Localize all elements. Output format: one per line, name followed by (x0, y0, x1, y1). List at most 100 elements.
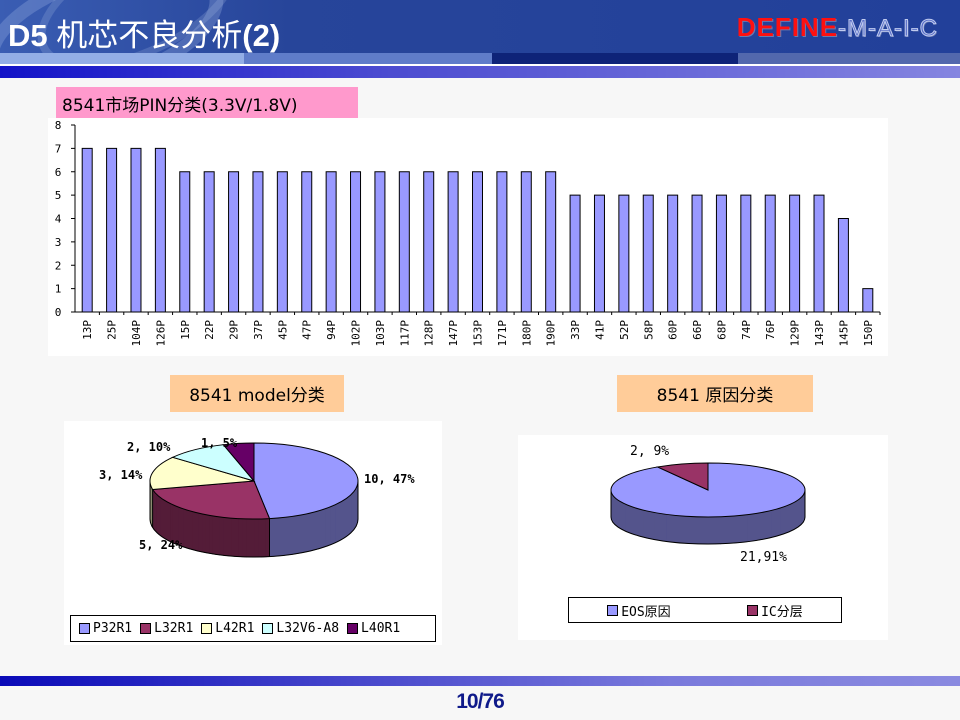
bar (179, 171, 191, 313)
bar (423, 171, 435, 313)
pie-slice (149, 456, 255, 490)
y-tick-label: 3 (55, 236, 62, 249)
x-tick-label: 126P (154, 320, 167, 347)
x-tick-label: 76P (764, 320, 777, 340)
title-suffix: (2) (242, 18, 281, 53)
pie-data-label: 3, 14% (99, 468, 143, 482)
bar (398, 171, 410, 313)
bar (81, 147, 93, 313)
x-tick-label: 60P (667, 320, 680, 340)
y-tick-label: 5 (55, 189, 62, 202)
x-tick-label: 147P (447, 320, 460, 347)
x-tick-label: 74P (740, 320, 753, 340)
legend-item: L32V6-A8 (262, 621, 339, 636)
y-tick-label: 4 (55, 213, 62, 226)
page-number: 10/76 (456, 690, 505, 713)
legend-item: L42R1 (201, 621, 254, 636)
y-tick-label: 2 (55, 259, 62, 272)
bar (789, 194, 801, 313)
x-tick-label: 128P (423, 320, 436, 347)
header-gradient-bar (0, 66, 960, 78)
x-tick-label: 102P (350, 320, 363, 347)
bar (618, 194, 630, 313)
bar (374, 171, 386, 313)
header-stripe-segment (0, 53, 244, 64)
pie-data-label: 10, 47% (364, 472, 415, 486)
slide-header: D5 机芯不良分析(2) DEFINE-M-A-I-C (0, 0, 960, 53)
x-tick-label: 171P (496, 320, 509, 347)
legend-swatch-icon (347, 623, 359, 634)
pie-data-label: 2, 9% (630, 444, 669, 459)
legend-swatch-icon (79, 623, 90, 634)
bar (106, 147, 118, 313)
x-tick-label: 33P (569, 320, 582, 340)
legend-item: IC分层 (747, 601, 803, 620)
legend-item: P32R1 (79, 621, 132, 636)
footer-gradient-bar (0, 676, 960, 686)
slide-title: D5 机芯不良分析(2) (8, 10, 280, 53)
x-tick-label: 13P (81, 320, 94, 340)
legend-label: IC分层 (761, 604, 803, 620)
y-tick-label: 7 (55, 142, 62, 155)
bar-chart-canvas: 0 1 2 3 4 5 6 7 8 13P 25P 104P 126P 15P 22P 29P 37P 45P 47… (55, 119, 881, 347)
x-tick-label: 45P (276, 320, 289, 340)
bar (203, 171, 215, 313)
x-tick-label: 37P (252, 320, 265, 340)
header-stripe-segment (492, 53, 738, 64)
bar (447, 171, 459, 313)
cause-chart-title: 8541 原因分类 (617, 375, 813, 412)
bar (740, 194, 752, 313)
bar (764, 194, 776, 313)
pie-slice (222, 442, 255, 483)
x-tick-label: 145P (837, 320, 850, 347)
legend-label: L42R1 (215, 621, 255, 636)
legend-swatch-icon (201, 623, 213, 634)
define-maic-logo: DEFINE-M-A-I-C (737, 12, 938, 43)
bar (228, 171, 240, 313)
x-tick-label: 47P (301, 320, 314, 340)
title-prefix: D5 (8, 18, 48, 53)
header-stripe-segment (244, 53, 492, 64)
bar (862, 288, 874, 313)
bar (691, 194, 703, 313)
bar (325, 171, 337, 313)
legend-label: L32V6-A8 (276, 621, 340, 636)
bar (545, 171, 557, 313)
x-tick-label: 29P (228, 320, 241, 340)
bar (252, 171, 264, 313)
x-tick-label: 66P (691, 320, 704, 340)
pie-slice (151, 480, 271, 520)
bar (715, 194, 727, 313)
bar (667, 194, 679, 313)
y-tick-label: 1 (55, 283, 62, 296)
bar (593, 194, 605, 313)
legend-label: L32R1 (154, 621, 194, 636)
divider (0, 64, 960, 66)
bar (301, 171, 313, 313)
legend-label: P32R1 (93, 621, 133, 636)
pie-data-label: 21,91% (740, 550, 787, 565)
logo-define-text: DEFINE (736, 12, 839, 42)
x-tick-label: 180P (520, 320, 533, 347)
x-tick-label: 103P (374, 320, 387, 347)
x-tick-label: 94P (325, 320, 338, 340)
pie-data-label: 1, 5% (201, 436, 238, 450)
bar (154, 147, 166, 313)
x-tick-label: 22P (203, 320, 216, 340)
model-chart-title: 8541 model分类 (170, 375, 344, 412)
x-tick-label: 52P (618, 320, 631, 340)
pie-slice (253, 442, 359, 520)
pin-bar-chart: 0 1 2 3 4 5 6 7 8 13P 25P 104P 126P 15P 22P 29P 37P 45P 47… (48, 118, 888, 356)
x-tick-label: 15P (179, 320, 192, 340)
legend-label: EOS原因 (621, 604, 671, 620)
legend-swatch-icon (140, 623, 152, 634)
bar (496, 171, 508, 313)
x-tick-label: 68P (715, 320, 728, 340)
title-main: 机芯不良分析 (56, 18, 243, 53)
x-tick-label: 41P (593, 320, 606, 340)
bar (642, 194, 654, 313)
bar (520, 171, 532, 313)
legend-swatch-icon (262, 623, 274, 634)
legend-item: L40R1 (347, 621, 400, 636)
pie-slice (655, 462, 709, 491)
